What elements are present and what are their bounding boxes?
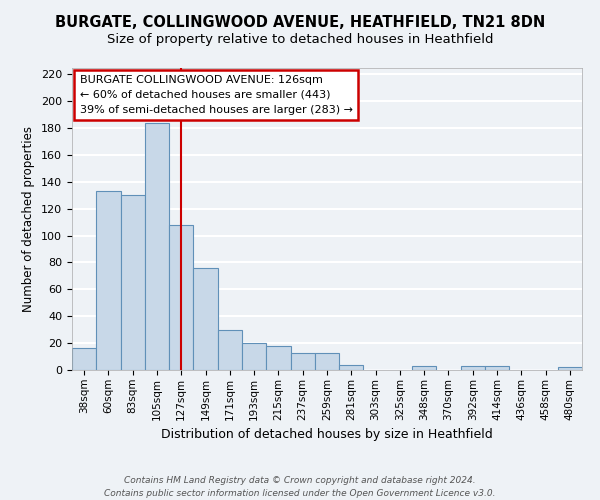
Bar [169, 225, 193, 370]
Bar [242, 343, 266, 370]
Bar [485, 366, 509, 370]
Bar [315, 352, 339, 370]
X-axis label: Distribution of detached houses by size in Heathfield: Distribution of detached houses by size … [161, 428, 493, 441]
Bar [412, 366, 436, 370]
Bar [218, 330, 242, 370]
Text: Size of property relative to detached houses in Heathfield: Size of property relative to detached ho… [107, 32, 493, 46]
Bar [558, 368, 582, 370]
Y-axis label: Number of detached properties: Number of detached properties [22, 126, 35, 312]
Bar [121, 195, 145, 370]
Text: Contains HM Land Registry data © Crown copyright and database right 2024.
Contai: Contains HM Land Registry data © Crown c… [104, 476, 496, 498]
Text: BURGATE, COLLINGWOOD AVENUE, HEATHFIELD, TN21 8DN: BURGATE, COLLINGWOOD AVENUE, HEATHFIELD,… [55, 15, 545, 30]
Bar [290, 352, 315, 370]
Bar [72, 348, 96, 370]
Bar [145, 122, 169, 370]
Bar [461, 366, 485, 370]
Bar [193, 268, 218, 370]
Text: BURGATE COLLINGWOOD AVENUE: 126sqm
← 60% of detached houses are smaller (443)
39: BURGATE COLLINGWOOD AVENUE: 126sqm ← 60%… [80, 75, 353, 114]
Bar [339, 364, 364, 370]
Bar [266, 346, 290, 370]
Bar [96, 191, 121, 370]
